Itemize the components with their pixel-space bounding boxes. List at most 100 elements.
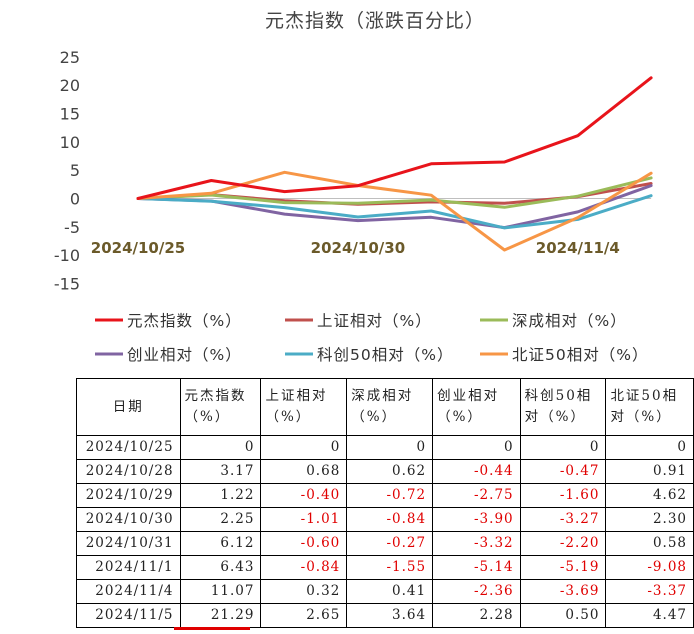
- y-tick-label: -5: [64, 218, 80, 237]
- value-cell: 3.64: [346, 603, 434, 628]
- value-cell: -3.32: [432, 531, 521, 556]
- legend-label: 科创50相对（%）: [317, 346, 453, 364]
- date-cell: 2024/11/1: [76, 555, 181, 580]
- value-cell: -0.60: [260, 531, 348, 556]
- y-tick-label: -10: [54, 246, 80, 265]
- value-cell: -1.60: [519, 483, 607, 508]
- table-body: 2024/10/25 0 0 0 0 0 0 2024/10/28 3.17 0.68 0.62 -0…: [76, 435, 694, 628]
- value-cell: -2.20: [519, 531, 607, 556]
- x-tick-label: 2024/10/25: [91, 239, 185, 257]
- date-cell: 2024/11/5: [76, 603, 181, 628]
- value-cell: 0: [432, 435, 521, 460]
- value-cell: 4.62: [605, 483, 694, 508]
- y-tick-label: 10: [60, 133, 80, 152]
- value-cell: 6.43: [179, 555, 262, 580]
- value-cell: -5.14: [432, 555, 521, 580]
- value-cell: 21.29: [179, 603, 262, 628]
- value-cell: 0.62: [346, 459, 434, 484]
- value-cell: 0: [260, 435, 348, 460]
- date-cell: 2024/10/28: [76, 459, 181, 484]
- value-cell: 0: [519, 435, 607, 460]
- value-cell: -0.72: [346, 483, 434, 508]
- table-row: 2024/10/29 1.22 -0.40 -0.72 -2.75 -1.60 4.62: [76, 483, 694, 508]
- table-header-cell: 日期: [76, 378, 181, 436]
- table-header-cell: 元杰指数（%）: [179, 378, 262, 436]
- value-cell: -0.27: [346, 531, 434, 556]
- value-cell: 0: [605, 435, 694, 460]
- value-cell: -9.08: [605, 555, 694, 580]
- legend-label: 深成相对（%）: [512, 312, 627, 330]
- table-header-row: 日期 元杰指数（%） 上证相对（%） 深成相对（%） 创业相对（%） 科创50相对（%）北…: [76, 378, 694, 436]
- legend-label: 北证50相对（%）: [512, 346, 648, 364]
- value-cell: 0.58: [605, 531, 694, 556]
- value-cell: 11.07: [179, 579, 262, 604]
- chart-title: 元杰指数（涨跌百分比）: [265, 10, 485, 32]
- y-tick-label: 20: [60, 76, 80, 95]
- value-cell: -2.75: [432, 483, 521, 508]
- value-cell: -0.44: [432, 459, 521, 484]
- legend-label: 创业相对（%）: [127, 346, 242, 364]
- value-cell: -0.84: [260, 555, 348, 580]
- value-cell: 3.17: [179, 459, 262, 484]
- value-cell: -3.90: [432, 507, 521, 532]
- value-cell: 4.47: [605, 603, 694, 628]
- value-cell: 6.12: [179, 531, 262, 556]
- y-tick-label: 5: [70, 161, 80, 180]
- legend-label: 上证相对（%）: [317, 312, 432, 330]
- series-line: [136, 76, 653, 200]
- value-cell: 0: [346, 435, 434, 460]
- table-row: 2024/10/30 2.25 -1.01 -0.84 -3.90 -3.27 2.30: [76, 507, 694, 532]
- x-tick-label: 2024/10/30: [311, 239, 405, 257]
- value-cell: 0.41: [346, 579, 434, 604]
- value-cell: -2.36: [432, 579, 521, 604]
- table-header-cell: 科创50相对（%）: [519, 378, 607, 436]
- value-cell: -0.40: [260, 483, 348, 508]
- table-row: 2024/11/1 6.43 -0.84 -1.55 -5.14 -5.19 -9.08: [76, 555, 694, 580]
- value-cell: -0.84: [346, 507, 434, 532]
- value-cell: 0.32: [260, 579, 348, 604]
- value-cell: 1.22: [179, 483, 262, 508]
- legend: 元杰指数（%） 上证相对（%） 深成相对（%） 创业相对（%） 科创50相对（%） 北证5…: [95, 312, 648, 364]
- table-row: 2024/11/5 21.29 2.65 3.64 2.28 0.50 4.47: [76, 603, 694, 628]
- y-tick-label: -15: [54, 275, 80, 294]
- table-row: 2024/10/25 0 0 0 0 0 0: [76, 435, 694, 460]
- series-line: [136, 194, 653, 230]
- date-cell: 2024/10/31: [76, 531, 181, 556]
- x-axis: 2024/10/25 2024/10/30 2024/11/4: [91, 239, 620, 257]
- value-cell: -0.47: [519, 459, 607, 484]
- date-cell: 2024/10/25: [76, 435, 181, 460]
- value-cell: -3.69: [519, 579, 607, 604]
- y-tick-label: 25: [60, 48, 80, 67]
- table-header-cell: 创业相对（%）: [432, 378, 521, 436]
- x-tick-label: 2024/11/4: [536, 239, 620, 257]
- value-cell: -1.01: [260, 507, 348, 532]
- table-header-cell: 深成相对（%）: [346, 378, 434, 436]
- y-tick-label: 15: [60, 104, 80, 123]
- value-cell: 2.30: [605, 507, 694, 532]
- legend-label: 元杰指数（%）: [127, 312, 242, 330]
- value-cell: 0.68: [260, 459, 348, 484]
- highlight-underline: [174, 627, 250, 630]
- value-cell: 0.91: [605, 459, 694, 484]
- line-chart: 元杰指数（涨跌百分比） 25 20 15 10 5 0 -5 -10 -15 2024/10/2…: [54, 10, 653, 364]
- value-cell: 2.28: [432, 603, 521, 628]
- table-header-cell: 上证相对（%）: [260, 378, 348, 436]
- date-cell: 2024/10/30: [76, 507, 181, 532]
- series-lines: [136, 76, 653, 252]
- series-line: [136, 170, 653, 252]
- value-cell: 0: [179, 435, 262, 460]
- y-tick-label: 0: [70, 190, 80, 209]
- value-cell: 0.50: [519, 603, 607, 628]
- value-cell: 2.65: [260, 603, 348, 628]
- data-table: 日期 元杰指数（%） 上证相对（%） 深成相对（%） 创业相对（%） 科创50相对（%）北…: [76, 378, 694, 628]
- date-cell: 2024/11/4: [76, 579, 181, 604]
- value-cell: -1.55: [346, 555, 434, 580]
- table-header-cell: 北证50相对（%）: [605, 378, 694, 436]
- table-row: 2024/10/28 3.17 0.68 0.62 -0.44 -0.47 0.91: [76, 459, 694, 484]
- value-cell: 2.25: [179, 507, 262, 532]
- value-cell: -3.37: [605, 579, 694, 604]
- series-line: [136, 176, 653, 209]
- table-row: 2024/11/4 11.07 0.32 0.41 -2.36 -3.69 -3.37: [76, 579, 694, 604]
- date-cell: 2024/10/29: [76, 483, 181, 508]
- value-cell: -5.19: [519, 555, 607, 580]
